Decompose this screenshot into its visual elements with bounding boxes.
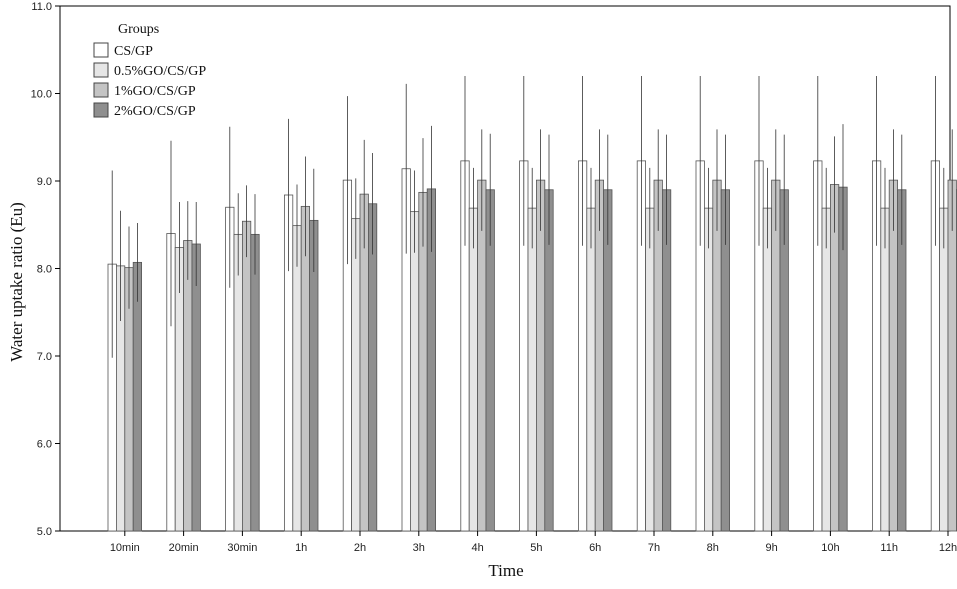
x-tick-label: 5h [530,542,542,554]
y-tick-label: 5.0 [37,526,52,538]
y-tick-label: 8.0 [37,264,52,276]
bar [536,179,546,532]
legend-label: 1%GO/CS/GP [114,84,196,99]
legend-label: 2%GO/CS/GP [114,104,196,119]
x-tick-label: 10min [110,542,140,554]
bar [468,207,479,532]
bar [594,179,605,532]
bar [888,179,899,532]
legend-swatch [93,102,109,118]
bar [233,233,243,532]
y-tick-label: 7.0 [37,351,52,363]
x-tick-label: 30min [227,542,257,554]
bar [132,261,142,532]
x-tick-label: 12h [939,542,957,554]
x-tick-label: 8h [707,542,719,554]
legend-swatch [93,42,109,58]
bar [250,233,260,532]
legend-label: CS/GP [114,44,153,59]
x-axis: 10min 20min 30min 1h 2h 3h 4h 5h 6h 7h 8h 9h 10h 11h 1… [110,531,957,554]
x-tick-label: 4h [471,542,483,554]
bar [704,207,714,532]
bar [939,207,949,532]
bars-layer [107,160,957,532]
bar [351,218,361,532]
y-tick-label: 9.0 [37,176,52,188]
legend-title: Groups [118,22,159,37]
x-tick-label: 1h [295,542,307,554]
y-tick-label: 6.0 [37,439,52,451]
y-axis-title: Water uptake ratio (Eu) [7,202,26,362]
bar [409,211,420,532]
bar [821,207,831,532]
bar [477,179,487,532]
legend: Groups CS/GP 0.5%GO/CS/GP 1%GO/CS/GP 2%GO/C… [93,22,206,119]
bar [712,179,722,532]
bar [830,184,840,532]
bar [645,207,655,532]
bar [586,207,596,532]
x-tick-label: 2h [354,542,366,554]
x-tick-label: 9h [765,542,777,554]
bar [880,207,890,532]
legend-swatch [93,62,109,78]
bar [191,243,201,532]
bar [292,225,302,532]
bar [653,179,663,532]
legend-label: 0.5%GO/CS/GP [114,64,206,79]
x-tick-label: 10h [821,542,839,554]
x-tick-label: 11h [880,542,898,554]
error-bars-layer [111,76,953,358]
bar [183,240,193,532]
legend-swatch [93,82,109,98]
x-axis-title: Time [488,561,523,580]
y-tick-label: 11.0 [31,1,52,13]
bar [771,179,781,532]
x-tick-label: 20min [169,542,199,554]
bar [527,207,537,532]
bar [947,179,957,532]
y-axis: 5.0 6.0 7.0 8.0 9.0 10.0 11.0 [31,1,60,538]
x-tick-label: 7h [648,542,660,554]
y-tick-label: 10.0 [31,89,52,101]
x-tick-label: 3h [413,542,425,554]
x-tick-label: 6h [589,542,601,554]
bar [241,220,252,532]
bar [762,207,773,532]
